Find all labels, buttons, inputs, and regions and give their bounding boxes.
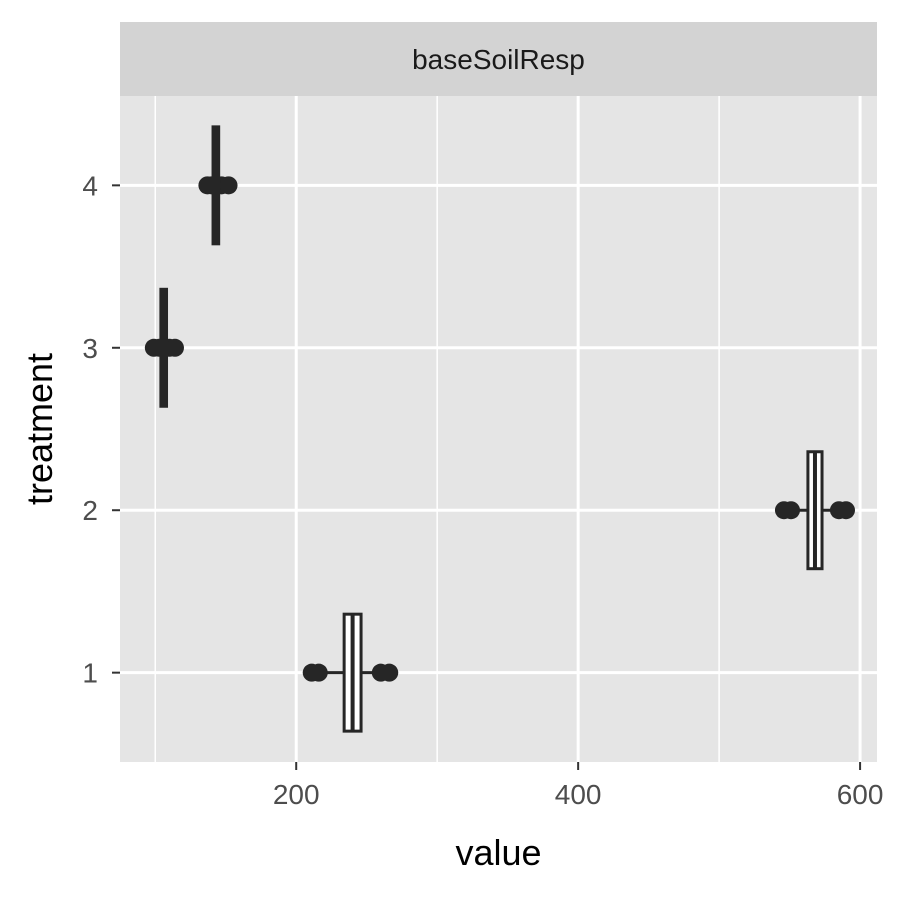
y-tick-label: 3 xyxy=(82,333,98,364)
outlier-point xyxy=(219,176,238,195)
boxplot-2 xyxy=(774,450,855,571)
outlier-point xyxy=(836,501,855,520)
boxplot-3 xyxy=(144,287,184,408)
facet-strip-label: baseSoilResp xyxy=(412,44,585,75)
outlier-point xyxy=(782,501,801,520)
axes: 200 400 600 1 2 3 4 xyxy=(82,170,883,810)
x-tick-label: 600 xyxy=(837,779,884,810)
outlier-point xyxy=(309,663,328,682)
panel-background xyxy=(120,96,877,762)
x-axis-title: value xyxy=(455,832,541,873)
outlier-point xyxy=(165,338,184,357)
plot-panel xyxy=(120,96,877,762)
gridlines xyxy=(120,96,877,762)
x-tick-label: 200 xyxy=(273,779,320,810)
y-tick-label: 2 xyxy=(82,495,98,526)
facet-strip-background xyxy=(120,22,877,96)
y-axis-title: treatment xyxy=(19,353,60,505)
outlier-point xyxy=(380,663,399,682)
boxplot-4 xyxy=(198,125,238,246)
y-tick-label: 4 xyxy=(82,170,98,201)
boxplot-1 xyxy=(302,612,399,733)
facet-strip: baseSoilResp xyxy=(120,22,877,96)
y-tick-label: 1 xyxy=(82,658,98,689)
boxplot-marks xyxy=(144,125,855,733)
x-tick-label: 400 xyxy=(555,779,602,810)
